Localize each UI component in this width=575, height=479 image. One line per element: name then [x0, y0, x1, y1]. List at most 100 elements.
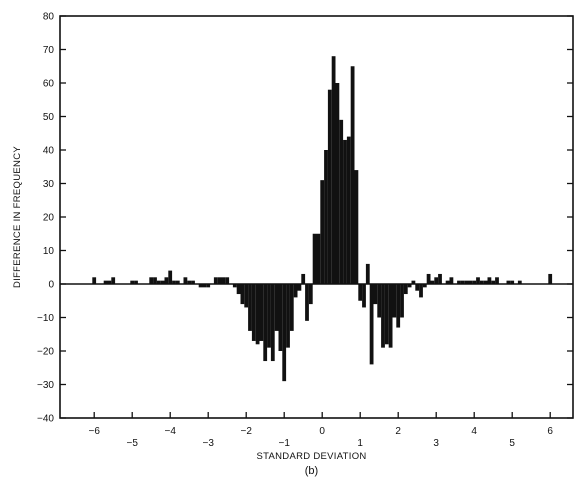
bar: [232, 284, 237, 288]
bar: [175, 280, 180, 284]
bar: [149, 277, 154, 284]
bar: [343, 139, 347, 284]
bar: [191, 280, 195, 284]
bar: [316, 233, 321, 284]
bar: [198, 284, 203, 288]
bar: [107, 280, 112, 284]
bar: [339, 119, 344, 284]
bar: [419, 284, 423, 298]
x-tick-label: −3: [202, 438, 214, 449]
y-tick-label: 10: [43, 246, 55, 257]
bar: [472, 280, 477, 284]
bar: [517, 280, 522, 284]
bar: [430, 280, 435, 284]
plot-frame: [59, 15, 574, 419]
x-tick-label: 5: [509, 438, 515, 449]
bar: [324, 150, 328, 284]
bar: [411, 280, 416, 284]
x-tick-label: 0: [319, 426, 325, 437]
x-tick-label: −6: [88, 426, 100, 437]
bar: [263, 284, 268, 362]
bar: [172, 280, 176, 284]
bar: [202, 284, 207, 288]
x-tick-label: 1: [357, 438, 363, 449]
bar: [111, 277, 116, 284]
bar: [457, 280, 461, 284]
bar: [255, 284, 260, 345]
bar: [438, 273, 442, 284]
y-tick-label: −30: [37, 380, 54, 391]
bar: [92, 277, 97, 284]
bar: [248, 284, 252, 331]
bar: [510, 280, 515, 284]
bar: [388, 284, 393, 348]
bar: [259, 284, 264, 341]
bar: [464, 280, 469, 284]
y-tick-label: −10: [37, 313, 54, 324]
bar: [168, 270, 173, 284]
bar: [400, 284, 404, 318]
bar: [270, 284, 275, 362]
bar: [381, 284, 385, 348]
bar: [384, 284, 389, 345]
x-tick-label: −2: [240, 426, 252, 437]
bar: [267, 284, 271, 348]
y-tick-label: 20: [43, 213, 55, 224]
bar: [134, 280, 138, 284]
bar: [460, 280, 465, 284]
bar: [160, 280, 165, 284]
bar: [548, 273, 553, 284]
bar: [403, 284, 408, 295]
bar: [297, 284, 302, 291]
y-tick-label: −40: [37, 414, 54, 425]
bar: [308, 284, 313, 305]
bar: [434, 277, 439, 284]
y-tick-label: 0: [48, 280, 54, 291]
bar: [479, 280, 484, 284]
bar: [487, 277, 492, 284]
x-tick-label: −4: [164, 426, 176, 437]
bar: [217, 277, 222, 284]
bar: [449, 277, 454, 284]
x-tick-label: −5: [126, 438, 138, 449]
bar: [354, 170, 359, 284]
x-tick-label: 2: [395, 426, 401, 437]
bar: [377, 284, 382, 318]
bar: [103, 280, 108, 284]
bar: [305, 284, 309, 321]
bar: [445, 280, 450, 284]
bar: [422, 284, 427, 288]
bar: [468, 280, 473, 284]
bar: [187, 280, 192, 284]
bar: [491, 280, 496, 284]
y-tick-label: 60: [43, 79, 55, 90]
bar: [335, 83, 340, 284]
y-axis: −40 −30 −20 −10 0 10 20 30 40 50 60 70 80: [37, 12, 573, 425]
y-tick-label: 30: [43, 179, 55, 190]
bar: [415, 284, 420, 291]
y-tick-label: 80: [43, 12, 55, 23]
bar: [278, 284, 283, 351]
bar: [396, 284, 401, 328]
bar: [365, 263, 370, 284]
bar: [289, 284, 294, 331]
bar: [225, 277, 230, 284]
bar: [358, 284, 363, 301]
bar: [206, 284, 211, 288]
x-tick-label: 4: [471, 426, 477, 437]
bar: [362, 284, 366, 308]
figure-caption: (b): [305, 465, 318, 477]
bar: [350, 66, 355, 284]
bar: [156, 280, 161, 284]
bar: [274, 284, 279, 331]
bar: [130, 280, 135, 284]
bar: [495, 277, 499, 284]
bar: [476, 277, 480, 284]
bar: [327, 89, 332, 284]
bar: [346, 136, 351, 284]
y-tick-label: 50: [43, 112, 55, 123]
bar: [221, 277, 226, 284]
bar: [240, 284, 245, 305]
bar: [392, 284, 397, 318]
